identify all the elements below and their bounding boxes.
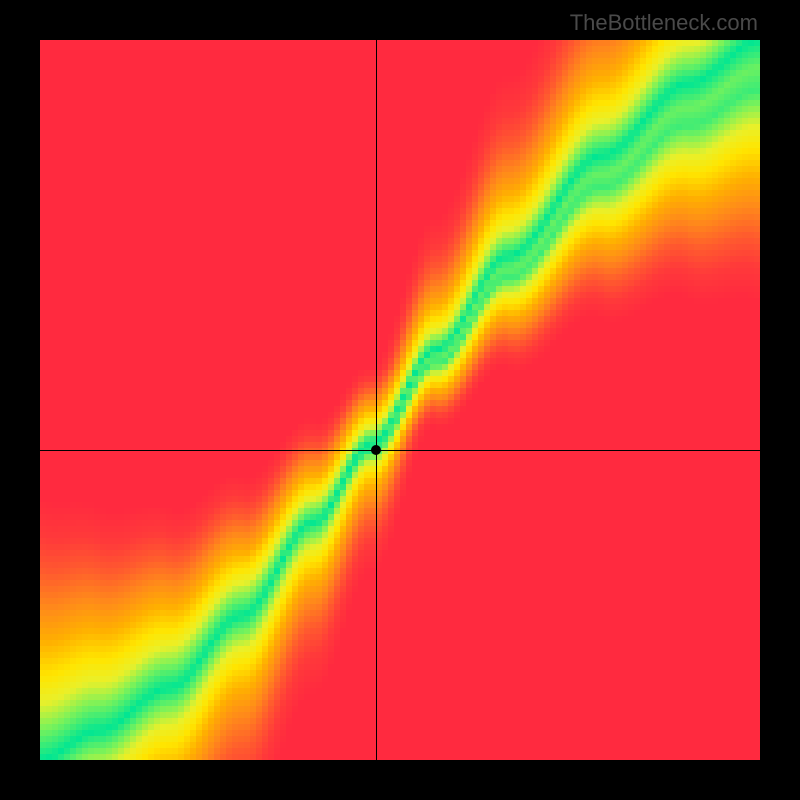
selection-marker[interactable] (371, 445, 381, 455)
chart-container: { "chart": { "type": "heatmap", "pixel_s… (0, 0, 800, 800)
crosshair-horizontal (40, 450, 760, 451)
bottleneck-heatmap (40, 40, 760, 760)
crosshair-vertical (376, 40, 377, 760)
watermark-text: TheBottleneck.com (570, 10, 758, 36)
